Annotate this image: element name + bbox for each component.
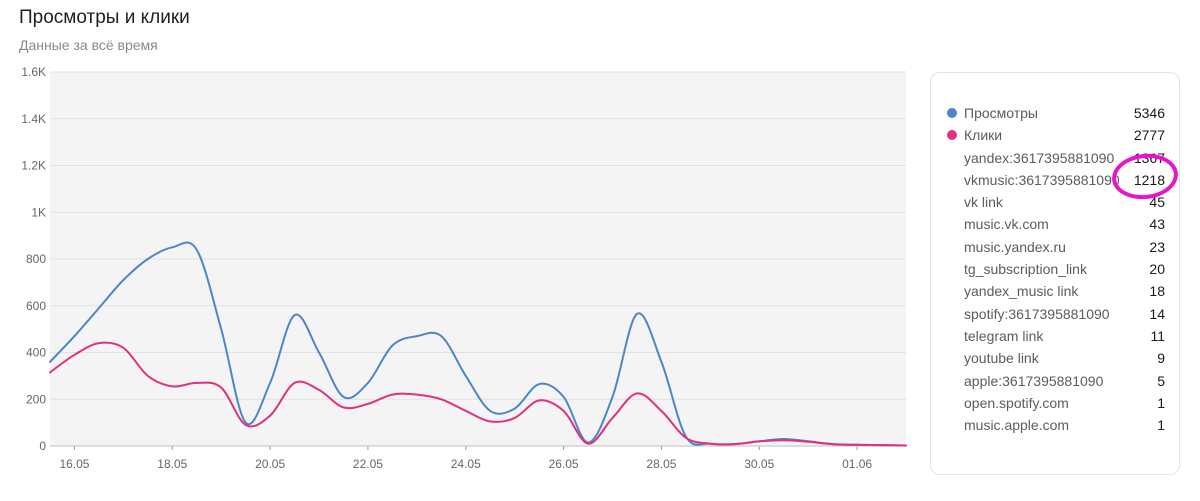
legend-item[interactable]: apple:3617395881090 5	[931, 369, 1179, 392]
legend-item-value: 14	[1147, 302, 1165, 325]
legend-item[interactable]: music.yandex.ru 23	[931, 235, 1179, 258]
legend-item[interactable]: yandex:3617395881090 1367	[931, 146, 1179, 169]
legend-item[interactable]: open.spotify.com 1	[931, 391, 1179, 414]
legend-item[interactable]: spotify:3617395881090 14	[931, 302, 1179, 325]
legend-item-label: music.vk.com	[964, 216, 1049, 233]
legend-item-label: music.yandex.ru	[964, 238, 1066, 255]
y-tick-label: 1.2K	[21, 159, 46, 173]
legend-color-dot	[947, 130, 957, 141]
legend-item-label: tg_subscription_link	[964, 261, 1087, 278]
legend-list: Просмотры 5346 Клики 2777 yandex:36173958810…	[931, 102, 1179, 437]
legend-item-label: yandex_music link	[964, 283, 1079, 300]
x-tick-label: 20.05	[255, 457, 285, 471]
legend-item-label: vk link	[964, 194, 1003, 211]
x-tick-label: 01.06	[842, 457, 872, 471]
x-axis: 16.05 18.05 20.05 22.05 24.05 26.05 28.05 30.05…	[50, 445, 906, 471]
legend-item[interactable]: yandex_music link 18	[931, 280, 1179, 303]
y-tick-label: 1.6K	[21, 65, 46, 79]
y-tick-label: 1.4K	[21, 112, 46, 126]
legend-item-label: yandex:3617395881090	[964, 149, 1115, 166]
legend-item[interactable]: music.vk.com 43	[931, 213, 1179, 236]
legend-item-label: open.spotify.com	[964, 394, 1069, 411]
legend-item-value: 1	[1155, 391, 1165, 414]
x-tick-label: 18.05	[157, 457, 187, 471]
legend-item[interactable]: telegram link 11	[931, 324, 1179, 347]
page-subtitle: Данные за всё время	[19, 37, 158, 53]
series-line-clicks[interactable]	[49, 341, 907, 447]
legend-item-value: 23	[1147, 235, 1165, 258]
y-tick-label: 1K	[31, 205, 46, 219]
legend-item-label: apple:3617395881090	[964, 372, 1104, 389]
legend-item-value: 2777	[1131, 124, 1165, 147]
legend-item-label: vkmusic:3617395881090	[964, 171, 1120, 188]
x-tick-label: 28.05	[646, 457, 676, 471]
legend-item-label: Просмотры	[964, 105, 1038, 121]
legend-item-label: youtube link	[964, 350, 1039, 367]
series-lines[interactable]	[49, 241, 907, 447]
legend-item[interactable]: Просмотры 5346	[931, 102, 1179, 124]
line-chart[interactable]: 0 200 400 600 800 1K 1.2K 1.4K 1.6K 16.05 18.05 20…	[0, 60, 920, 480]
legend-item-value: 5	[1155, 369, 1165, 392]
y-tick-label: 400	[26, 346, 46, 360]
legend-color-dot	[947, 108, 957, 118]
legend-item-value: 18	[1147, 280, 1165, 303]
y-tick-label: 200	[26, 392, 46, 406]
legend-item-value: 45	[1147, 191, 1165, 214]
legend-item-value: 1367	[1131, 146, 1165, 169]
legend-item[interactable]: vk link 45	[931, 191, 1179, 214]
legend-item[interactable]: youtube link 9	[931, 347, 1179, 370]
legend-item-value: 43	[1147, 213, 1165, 236]
legend-item-value: 9	[1155, 347, 1165, 370]
legend-item[interactable]: Клики 2777	[931, 124, 1179, 147]
y-axis: 0 200 400 600 800 1K 1.2K 1.4K 1.6K	[21, 65, 46, 453]
x-tick-label: 26.05	[549, 457, 579, 471]
legend-item-label: Клики	[964, 127, 1003, 144]
legend-item-value: 5346	[1131, 102, 1165, 124]
legend-item-label: music.apple.com	[964, 417, 1070, 434]
legend-item-label: telegram link	[964, 327, 1044, 344]
legend-item-value: 20	[1147, 258, 1165, 281]
x-tick-label: 22.05	[353, 457, 383, 471]
x-tick-label: 16.05	[59, 457, 89, 471]
legend-item-label: spotify:3617395881090	[964, 305, 1110, 322]
x-tick-label: 30.05	[744, 457, 774, 471]
legend-item-value: 1	[1155, 414, 1165, 437]
legend-item[interactable]: music.apple.com 1	[931, 414, 1179, 437]
legend-item[interactable]: tg_subscription_link 20	[931, 258, 1179, 281]
legend-item[interactable]: vkmusic:3617395881090 1218	[931, 168, 1179, 191]
y-tick-label: 0	[39, 439, 46, 453]
legend-item-value: 11	[1148, 324, 1165, 347]
x-tick-label: 24.05	[451, 457, 481, 471]
legend-item-value: 1218	[1131, 168, 1165, 191]
legend-panel: Просмотры 5346 Клики 2777 yandex:36173958810…	[930, 72, 1180, 475]
y-tick-label: 800	[26, 252, 46, 266]
page-title: Просмотры и клики	[19, 7, 190, 28]
y-tick-label: 600	[26, 299, 46, 313]
